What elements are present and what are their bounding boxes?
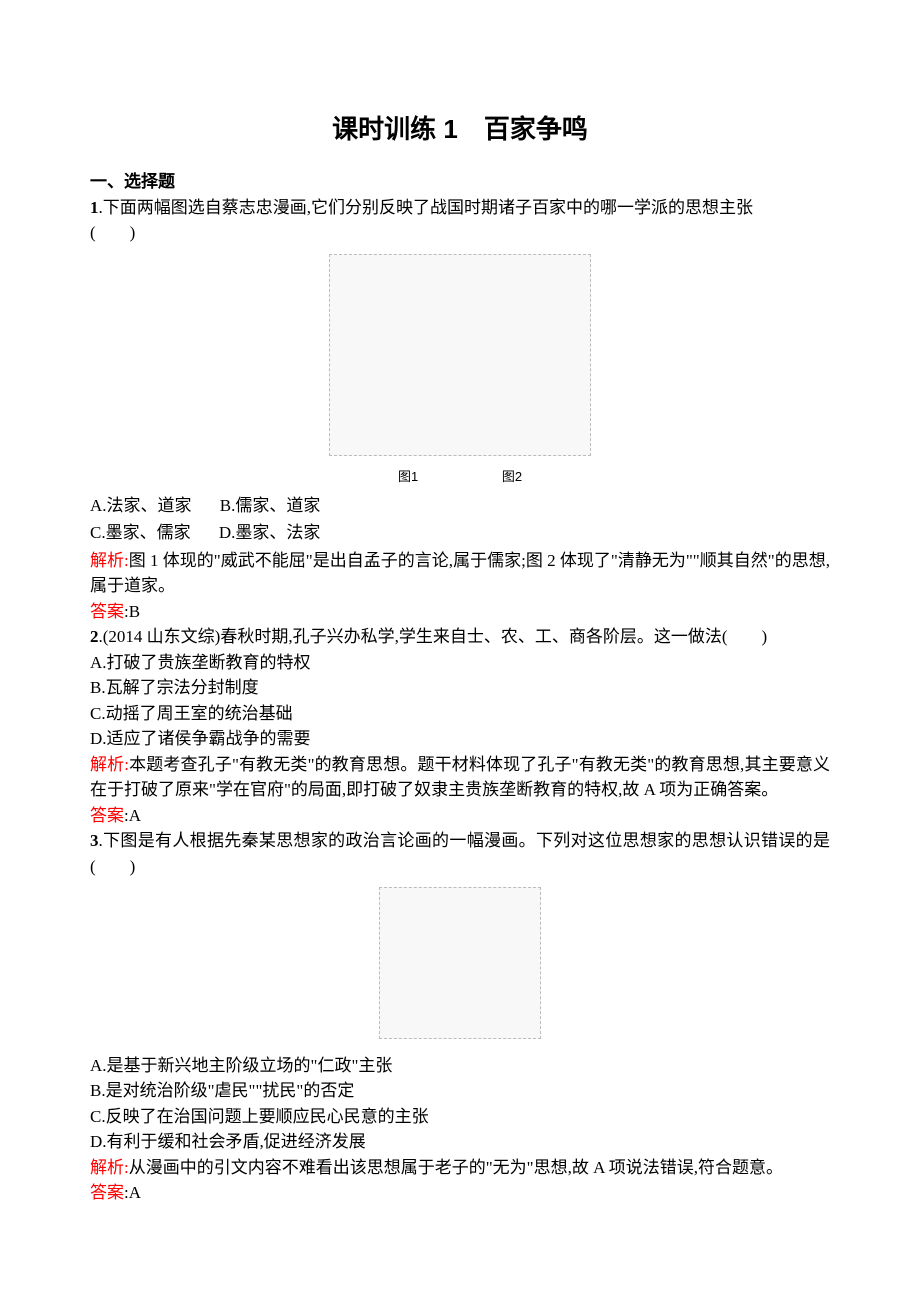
q2-answer-label: 答案 <box>90 806 124 825</box>
q3-answer-label: 答案 <box>90 1183 124 1202</box>
page-title: 课时训练 1 百家争鸣 <box>90 110 830 149</box>
q1-figure-labels: 图1 图2 <box>90 467 830 487</box>
q3-answer: 答案:A <box>90 1180 830 1206</box>
q3-analysis: 解析:从漫画中的引文内容不难看出该思想属于老子的"无为"思想,故 A 项说法错误… <box>90 1155 830 1181</box>
q3-option-b: B.是对统治阶级"虐民""扰民"的否定 <box>90 1078 830 1104</box>
q3-number: 3 <box>90 831 99 850</box>
q1-number: 1 <box>90 198 99 217</box>
q3-option-a: A.是基于新兴地主阶级立场的"仁政"主张 <box>90 1053 830 1079</box>
q1-figure-label-1: 图1 <box>398 467 418 487</box>
q1-figure: 图1 图2 <box>90 254 830 487</box>
q2-analysis-label: 解析: <box>90 755 129 774</box>
document-page: 课时训练 1 百家争鸣 一、选择题 1.下面两幅图选自蔡志忠漫画,它们分别反映了… <box>0 0 920 1266</box>
q1-answer: 答案:B <box>90 599 830 625</box>
q2-analysis-text: 本题考查孔子"有教无类"的教育思想。题干材料体现了孔子"有教无类"的教育思想,其… <box>90 755 830 800</box>
q1-option-b: B.儒家、道家 <box>220 496 321 515</box>
q2-answer-text: :A <box>124 806 141 825</box>
q3-option-d: D.有利于缓和社会矛盾,促进经济发展 <box>90 1129 830 1155</box>
q1-analysis: 解析:图 1 体现的"威武不能屈"是出自孟子的言论,属于儒家;图 2 体现了"清… <box>90 548 830 599</box>
q1-figure-label-2: 图2 <box>502 467 522 487</box>
q3-figure <box>90 887 830 1047</box>
q1-image-placeholder <box>329 254 591 456</box>
q3-option-c: C.反映了在治国问题上要顺应民心民意的主张 <box>90 1104 830 1130</box>
q2-stem-text: .(2014 山东文综)春秋时期,孔子兴办私学,学生来自士、农、工、商各阶层。这… <box>99 627 768 646</box>
q1-stem-text-a: .下面两幅图选自蔡志忠漫画,它们分别反映了战国时期诸子百家中的哪一学派的思想主张 <box>99 198 754 217</box>
q1-answer-label: 答案 <box>90 602 124 621</box>
q3-answer-text: :A <box>124 1183 141 1202</box>
q2-stem: 2.(2014 山东文综)春秋时期,孔子兴办私学,学生来自士、农、工、商各阶层。… <box>90 624 830 650</box>
q1-stem-paren: ( ) <box>90 220 830 246</box>
q2-number: 2 <box>90 627 99 646</box>
q1-options-row1: A.法家、道家 B.儒家、道家 <box>90 493 830 519</box>
q2-analysis: 解析:本题考查孔子"有教无类"的教育思想。题干材料体现了孔子"有教无类"的教育思… <box>90 752 830 803</box>
q1-option-d: D.墨家、法家 <box>219 523 321 542</box>
section-header: 一、选择题 <box>90 169 830 195</box>
q1-analysis-label: 解析: <box>90 551 129 570</box>
q2-option-b: B.瓦解了宗法分封制度 <box>90 675 830 701</box>
q3-image-placeholder <box>379 887 541 1039</box>
q1-options-row2: C.墨家、儒家 D.墨家、法家 <box>90 520 830 546</box>
q2-option-c: C.动摇了周王室的统治基础 <box>90 701 830 727</box>
q1-analysis-text: 图 1 体现的"威武不能屈"是出自孟子的言论,属于儒家;图 2 体现了"清静无为… <box>90 551 830 596</box>
q3-analysis-text: 从漫画中的引文内容不难看出该思想属于老子的"无为"思想,故 A 项说法错误,符合… <box>129 1158 783 1177</box>
q1-stem: 1.下面两幅图选自蔡志忠漫画,它们分别反映了战国时期诸子百家中的哪一学派的思想主… <box>90 195 830 221</box>
q3-analysis-label: 解析: <box>90 1158 129 1177</box>
q1-option-a: A.法家、道家 <box>90 496 192 515</box>
q1-option-c: C.墨家、儒家 <box>90 523 191 542</box>
q2-option-a: A.打破了贵族垄断教育的特权 <box>90 650 830 676</box>
q2-answer: 答案:A <box>90 803 830 829</box>
q3-stem: 3.下图是有人根据先秦某思想家的政治言论画的一幅漫画。下列对这位思想家的思想认识… <box>90 828 830 879</box>
q2-option-d: D.适应了诸侯争霸战争的需要 <box>90 726 830 752</box>
q3-stem-text: .下图是有人根据先秦某思想家的政治言论画的一幅漫画。下列对这位思想家的思想认识错… <box>90 831 830 876</box>
q1-answer-text: :B <box>124 602 140 621</box>
